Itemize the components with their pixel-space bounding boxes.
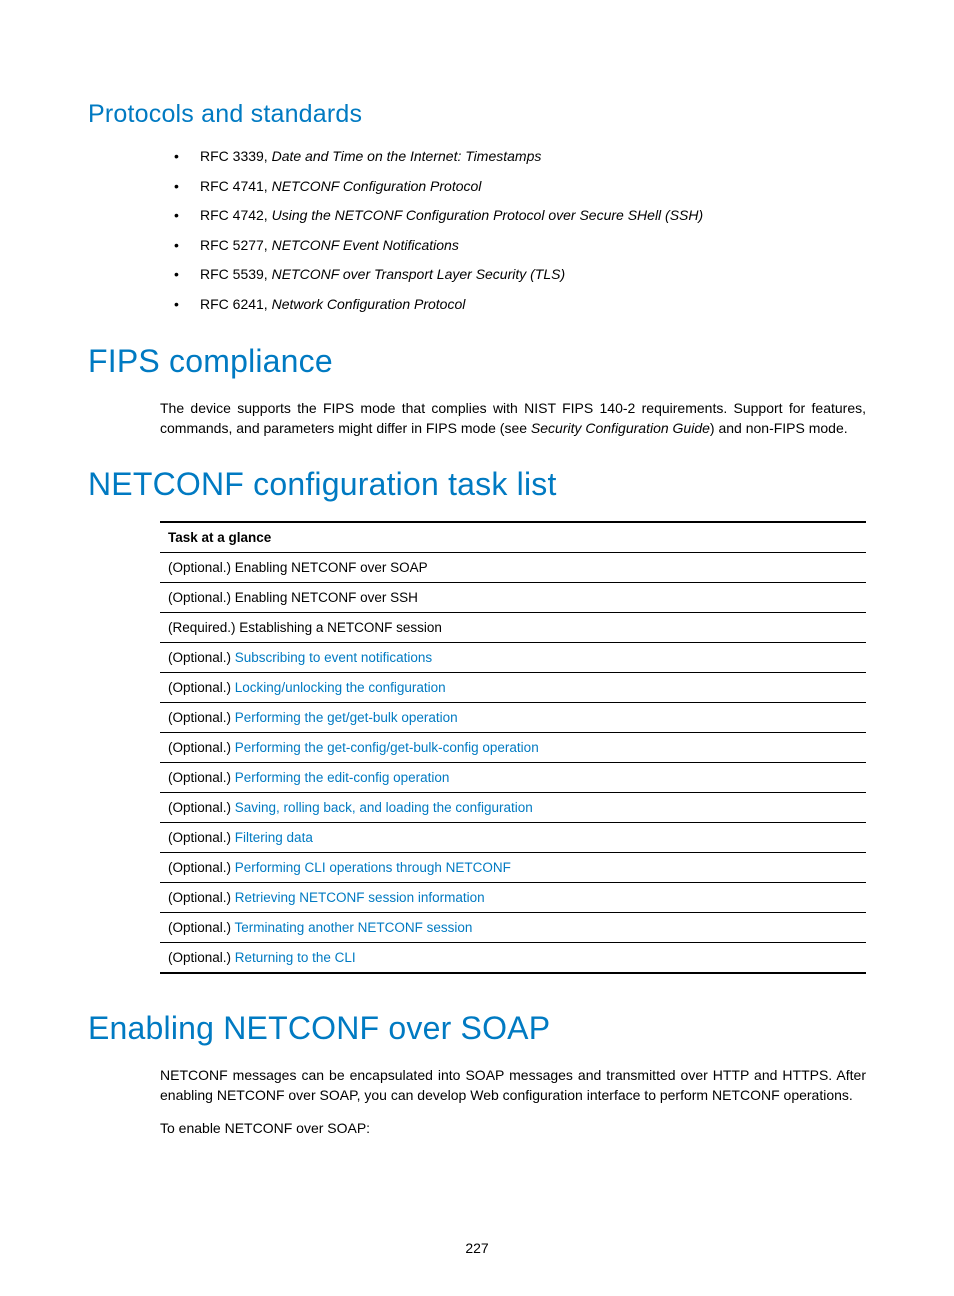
table-row: (Optional.) Enabling NETCONF over SSH xyxy=(160,583,866,613)
task-prefix: (Optional.) xyxy=(168,800,235,815)
rfc-item: RFC 5277, NETCONF Event Notifications xyxy=(160,236,866,256)
heading-protocols: Protocols and standards xyxy=(88,100,866,129)
task-cell: (Optional.) Retrieving NETCONF session i… xyxy=(160,883,866,913)
rfc-title: NETCONF Event Notifications xyxy=(272,237,459,253)
tasklist-body: Task at a glance (Optional.) Enabling NE… xyxy=(160,521,866,974)
task-prefix: (Optional.) xyxy=(168,950,235,965)
table-row: (Optional.) Locking/unlocking the config… xyxy=(160,673,866,703)
rfc-prefix: RFC 6241, xyxy=(200,296,272,312)
table-row: (Optional.) Subscribing to event notific… xyxy=(160,643,866,673)
task-link[interactable]: Performing the edit-config operation xyxy=(235,770,450,785)
task-prefix: (Optional.) xyxy=(168,680,235,695)
task-prefix: (Optional.) xyxy=(168,920,235,935)
rfc-prefix: RFC 5277, xyxy=(200,237,272,253)
task-link[interactable]: Locking/unlocking the configuration xyxy=(235,680,446,695)
task-cell: (Optional.) Enabling NETCONF over SOAP xyxy=(160,553,866,583)
task-cell: (Optional.) Subscribing to event notific… xyxy=(160,643,866,673)
task-link[interactable]: Subscribing to event notifications xyxy=(235,650,432,665)
task-text: Enabling NETCONF over SOAP xyxy=(235,560,428,575)
task-text: Establishing a NETCONF session xyxy=(239,620,442,635)
task-cell: (Optional.) Returning to the CLI xyxy=(160,943,866,974)
table-row: (Optional.) Performing the edit-config o… xyxy=(160,763,866,793)
rfc-item: RFC 4742, Using the NETCONF Configuratio… xyxy=(160,206,866,226)
rfc-title: Date and Time on the Internet: Timestamp… xyxy=(272,148,542,164)
soap-body: NETCONF messages can be encapsulated int… xyxy=(160,1065,866,1138)
heading-soap: Enabling NETCONF over SOAP xyxy=(88,1010,866,1047)
rfc-title: Network Configuration Protocol xyxy=(272,296,466,312)
table-row: (Optional.) Retrieving NETCONF session i… xyxy=(160,883,866,913)
task-cell: (Optional.) Terminating another NETCONF … xyxy=(160,913,866,943)
task-prefix: (Optional.) xyxy=(168,890,235,905)
page-content: Protocols and standards RFC 3339, Date a… xyxy=(0,0,954,1210)
task-prefix: (Required.) xyxy=(168,620,239,635)
table-row: (Optional.) Filtering data xyxy=(160,823,866,853)
protocols-body: RFC 3339, Date and Time on the Internet:… xyxy=(160,147,866,315)
task-text: Enabling NETCONF over SSH xyxy=(235,590,418,605)
rfc-item: RFC 5539, NETCONF over Transport Layer S… xyxy=(160,265,866,285)
fips-text-italic: Security Configuration Guide xyxy=(531,420,710,436)
soap-paragraph-2: To enable NETCONF over SOAP: xyxy=(160,1118,866,1138)
table-row: (Optional.) Performing the get/get-bulk … xyxy=(160,703,866,733)
table-row: (Optional.) Terminating another NETCONF … xyxy=(160,913,866,943)
table-row: (Optional.) Returning to the CLI xyxy=(160,943,866,974)
task-link[interactable]: Terminating another NETCONF session xyxy=(235,920,473,935)
task-cell: (Optional.) Saving, rolling back, and lo… xyxy=(160,793,866,823)
task-link[interactable]: Filtering data xyxy=(235,830,313,845)
task-header-cell: Task at a glance xyxy=(160,522,866,553)
task-prefix: (Optional.) xyxy=(168,590,235,605)
task-prefix: (Optional.) xyxy=(168,770,235,785)
rfc-prefix: RFC 4742, xyxy=(200,207,272,223)
task-prefix: (Optional.) xyxy=(168,560,235,575)
task-cell: (Optional.) Performing CLI operations th… xyxy=(160,853,866,883)
rfc-title: NETCONF Configuration Protocol xyxy=(272,178,482,194)
task-cell: (Optional.) Locking/unlocking the config… xyxy=(160,673,866,703)
heading-tasklist: NETCONF configuration task list xyxy=(88,466,866,503)
rfc-prefix: RFC 4741, xyxy=(200,178,272,194)
task-prefix: (Optional.) xyxy=(168,860,235,875)
fips-text-after: ) and non-FIPS mode. xyxy=(710,420,848,436)
task-cell: (Optional.) Performing the get/get-bulk … xyxy=(160,703,866,733)
fips-body: The device supports the FIPS mode that c… xyxy=(160,398,866,439)
task-link[interactable]: Returning to the CLI xyxy=(235,950,356,965)
rfc-item: RFC 6241, Network Configuration Protocol xyxy=(160,295,866,315)
page-number: 227 xyxy=(0,1240,954,1256)
fips-paragraph: The device supports the FIPS mode that c… xyxy=(160,398,866,439)
task-table: Task at a glance (Optional.) Enabling NE… xyxy=(160,521,866,974)
task-prefix: (Optional.) xyxy=(168,650,235,665)
rfc-title: NETCONF over Transport Layer Security (T… xyxy=(272,266,566,282)
soap-paragraph-1: NETCONF messages can be encapsulated int… xyxy=(160,1065,866,1106)
task-header-row: Task at a glance xyxy=(160,522,866,553)
heading-fips: FIPS compliance xyxy=(88,343,866,380)
table-row: (Optional.) Performing CLI operations th… xyxy=(160,853,866,883)
task-link[interactable]: Performing the get-config/get-bulk-confi… xyxy=(235,740,539,755)
task-link[interactable]: Performing the get/get-bulk operation xyxy=(235,710,458,725)
table-row: (Optional.) Enabling NETCONF over SOAP xyxy=(160,553,866,583)
task-link[interactable]: Performing CLI operations through NETCON… xyxy=(235,860,511,875)
task-prefix: (Optional.) xyxy=(168,830,235,845)
task-cell: (Optional.) Filtering data xyxy=(160,823,866,853)
task-link[interactable]: Retrieving NETCONF session information xyxy=(235,890,485,905)
rfc-item: RFC 4741, NETCONF Configuration Protocol xyxy=(160,177,866,197)
rfc-item: RFC 3339, Date and Time on the Internet:… xyxy=(160,147,866,167)
rfc-prefix: RFC 5539, xyxy=(200,266,272,282)
rfc-list: RFC 3339, Date and Time on the Internet:… xyxy=(160,147,866,315)
table-row: (Optional.) Saving, rolling back, and lo… xyxy=(160,793,866,823)
task-cell: (Optional.) Performing the edit-config o… xyxy=(160,763,866,793)
task-cell: (Optional.) Enabling NETCONF over SSH xyxy=(160,583,866,613)
task-link[interactable]: Saving, rolling back, and loading the co… xyxy=(235,800,533,815)
rfc-title: Using the NETCONF Configuration Protocol… xyxy=(272,207,704,223)
task-cell: (Required.) Establishing a NETCONF sessi… xyxy=(160,613,866,643)
task-prefix: (Optional.) xyxy=(168,740,235,755)
table-row: (Required.) Establishing a NETCONF sessi… xyxy=(160,613,866,643)
task-cell: (Optional.) Performing the get-config/ge… xyxy=(160,733,866,763)
table-row: (Optional.) Performing the get-config/ge… xyxy=(160,733,866,763)
task-prefix: (Optional.) xyxy=(168,710,235,725)
rfc-prefix: RFC 3339, xyxy=(200,148,272,164)
